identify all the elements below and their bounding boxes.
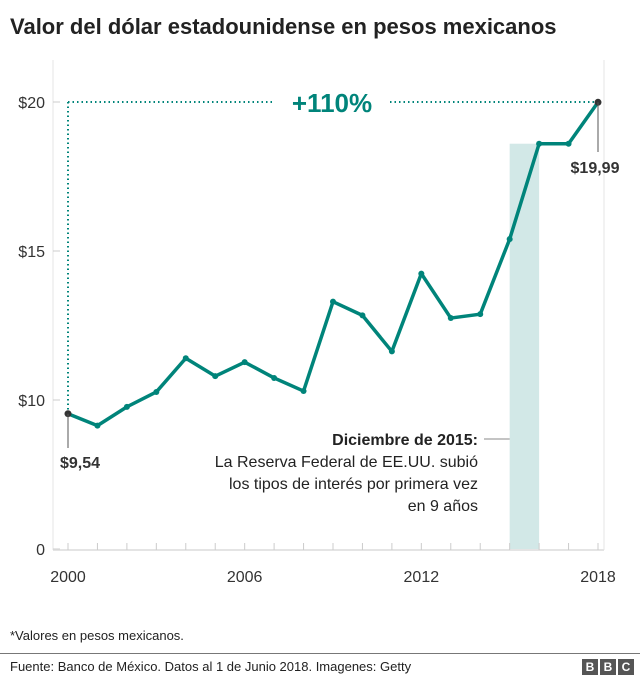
data-point [123, 403, 130, 410]
x-tick-label: 2012 [404, 569, 440, 586]
event-title: Diciembre de 2015: [332, 432, 478, 449]
data-point [477, 311, 484, 318]
x-tick-label: 2006 [227, 569, 263, 586]
event-description: en 9 años [408, 498, 478, 515]
data-point [388, 348, 395, 355]
y-tick-label: 0 [36, 542, 45, 559]
data-point [271, 374, 278, 381]
end-value-label: $19,99 [571, 160, 620, 177]
x-tick-label: 2018 [580, 569, 616, 586]
data-point [359, 312, 366, 319]
data-point [241, 359, 248, 366]
data-point [565, 140, 572, 147]
x-tick-label: 2000 [50, 569, 86, 586]
divider [0, 653, 640, 654]
y-tick-label: $20 [18, 95, 45, 112]
start-value-label: $9,54 [60, 455, 100, 472]
event-description: La Reserva Federal de EE.UU. subió [215, 454, 478, 471]
y-tick-label: $10 [18, 393, 45, 410]
chart-title: Valor del dólar estadounidense en pesos … [10, 14, 557, 39]
highlight-band [509, 143, 540, 549]
data-point [330, 298, 336, 305]
data-point [153, 388, 160, 395]
footnote: *Valores en pesos mexicanos. [10, 628, 184, 643]
change-label: +110% [292, 88, 372, 118]
data-point [506, 236, 513, 243]
data-point [182, 355, 189, 362]
data-point [418, 270, 425, 277]
source-text: Fuente: Banco de México. Datos al 1 de J… [10, 659, 412, 674]
line-chart: $20 $15 $10 0 2000 2006 2012 2018 +110% $9,54 $19,… [18, 60, 620, 586]
data-point [300, 388, 307, 395]
data-point [447, 315, 454, 322]
data-point [536, 140, 543, 147]
y-tick-label: $15 [18, 244, 45, 261]
data-point [94, 422, 101, 429]
data-point [212, 373, 219, 380]
event-description: los tipos de interés por primera vez [229, 476, 478, 493]
